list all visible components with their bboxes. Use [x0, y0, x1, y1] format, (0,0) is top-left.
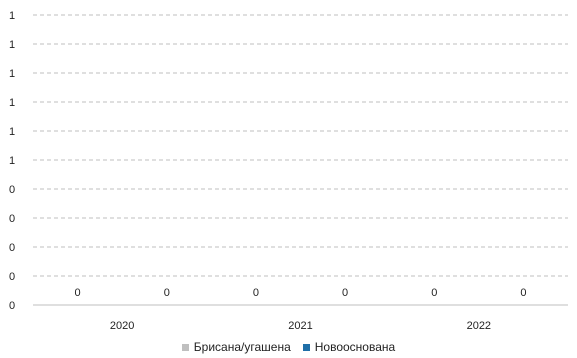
- data-label: 0: [342, 287, 348, 299]
- legend: Брисана/угашена Новооснована: [0, 340, 577, 354]
- legend-label-series-2: Новооснована: [314, 340, 396, 354]
- y-tick-label: 1: [9, 97, 15, 109]
- data-label: 0: [431, 287, 437, 299]
- data-label: 0: [253, 287, 259, 299]
- y-tick-label: 1: [9, 39, 15, 51]
- y-tick-label: 0: [9, 242, 15, 254]
- data-labels: 0 0 0 0 0 0: [75, 287, 527, 299]
- y-tick-label: 1: [9, 155, 15, 167]
- legend-item-series-2: Новооснована: [302, 340, 396, 354]
- y-tick-label: 0: [9, 184, 15, 196]
- y-tick-label: 1: [9, 68, 15, 80]
- legend-item-series-1: Брисана/угашена: [181, 340, 291, 354]
- data-label: 0: [164, 287, 170, 299]
- legend-label-series-1: Брисана/угашена: [193, 340, 291, 354]
- x-tick-label: 2022: [467, 320, 491, 332]
- data-label: 0: [520, 287, 526, 299]
- y-tick-label: 0: [9, 271, 15, 283]
- y-tick-label: 1: [9, 10, 15, 22]
- y-tick-label: 0: [9, 300, 15, 312]
- legend-swatch-series-1: [181, 343, 189, 351]
- y-axis-ticks: 0 0 0 0 0 1 1 1 1 1 1: [9, 10, 15, 312]
- gridlines: [33, 14, 568, 277]
- legend-swatch-series-2: [302, 343, 310, 351]
- x-tick-label: 2021: [288, 320, 312, 332]
- x-axis-ticks: 2020 2021 2022: [110, 320, 491, 332]
- data-label: 0: [75, 287, 81, 299]
- y-tick-label: 1: [9, 126, 15, 138]
- y-tick-label: 0: [9, 213, 15, 225]
- x-tick-label: 2020: [110, 320, 134, 332]
